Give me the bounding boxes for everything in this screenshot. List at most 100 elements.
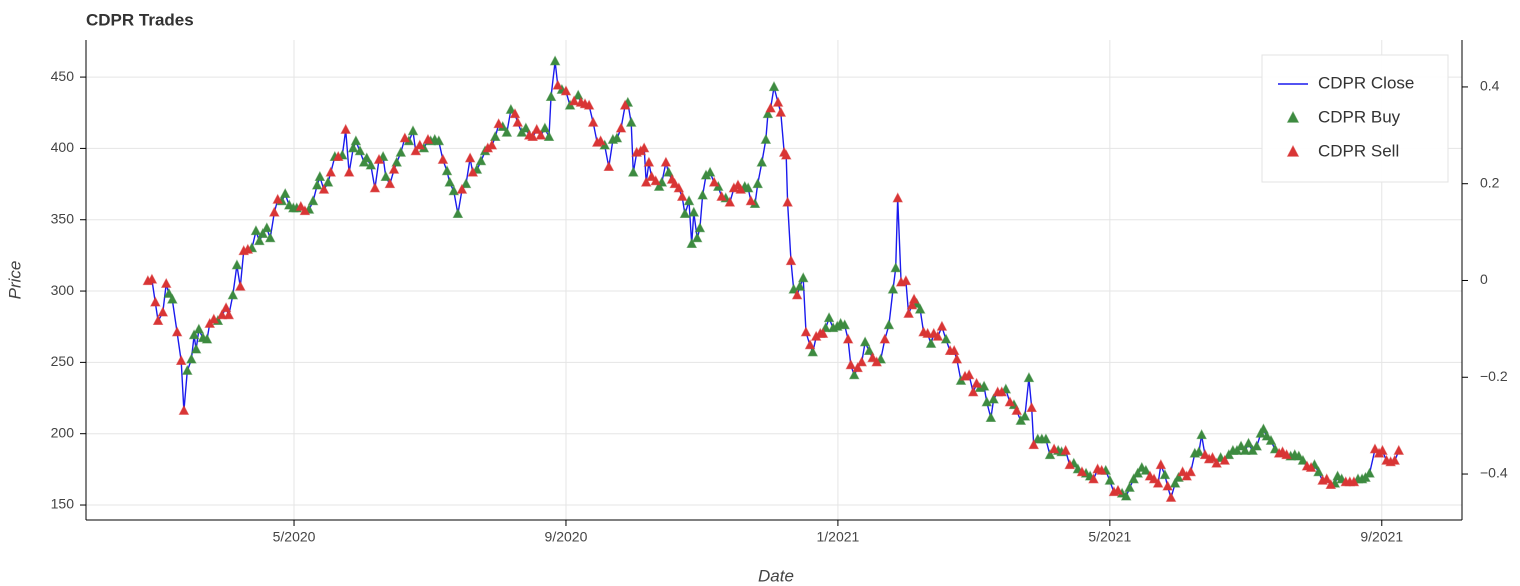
trade-marker	[365, 159, 377, 170]
trade-marker	[295, 200, 307, 211]
trade-marker	[611, 132, 623, 143]
trade-marker	[925, 337, 937, 348]
trade-marker	[1235, 440, 1247, 451]
trade-marker	[765, 102, 776, 113]
trade-marker	[552, 79, 564, 90]
trade-marker	[704, 166, 716, 177]
trade-marker	[967, 386, 979, 397]
trade-marker	[299, 205, 311, 216]
trade-marker	[780, 149, 792, 160]
trade-marker	[890, 262, 902, 273]
y-tick-label: 450	[51, 68, 75, 84]
trade-marker	[797, 272, 809, 283]
trade-marker	[742, 182, 754, 193]
trade-marker	[932, 330, 944, 341]
trade-marker	[1064, 459, 1076, 470]
trade-marker	[1258, 423, 1269, 434]
trade-marker	[1169, 477, 1181, 488]
trade-marker	[673, 182, 685, 193]
trade-marker	[800, 326, 812, 337]
trade-marker	[264, 232, 276, 243]
trade-marker	[190, 343, 202, 354]
trade-marker	[433, 135, 445, 146]
trade-marker	[906, 299, 918, 310]
trade-marker	[414, 139, 426, 150]
trade-marker	[1207, 451, 1218, 462]
trade-marker	[350, 135, 362, 146]
legend-label: CDPR Close	[1318, 73, 1414, 92]
trade-marker	[545, 90, 557, 102]
trade-marker	[676, 190, 688, 201]
trade-marker	[505, 103, 517, 114]
trade-marker	[568, 95, 580, 106]
trade-marker	[823, 312, 835, 323]
trade-marker	[981, 396, 993, 407]
trade-marker	[512, 116, 524, 127]
trade-marker	[1199, 449, 1211, 460]
trade-marker	[444, 176, 456, 187]
trade-marker	[691, 232, 703, 243]
trade-marker	[223, 309, 235, 320]
trade-marker	[848, 369, 860, 380]
trade-marker	[388, 163, 400, 174]
trade-marker	[688, 206, 700, 217]
trade-marker	[1393, 444, 1405, 455]
trade-marker	[697, 189, 708, 200]
trade-marker	[322, 176, 334, 187]
trade-marker	[1243, 437, 1254, 448]
trade-marker	[242, 243, 254, 254]
trade-marker	[971, 377, 982, 388]
trade-marker	[340, 123, 352, 134]
trade-marker	[311, 179, 323, 190]
trade-marker	[852, 362, 863, 373]
trade-marker	[234, 280, 246, 291]
trade-marker	[1096, 464, 1108, 475]
trade-marker	[1165, 491, 1177, 502]
trade-marker	[782, 196, 793, 207]
trade-marker	[845, 359, 857, 370]
trade-marker	[347, 142, 359, 153]
trade-marker	[794, 280, 806, 291]
trade-marker	[314, 170, 326, 181]
trade-marker	[1120, 490, 1132, 501]
trade-marker	[520, 122, 532, 133]
trade-marker	[871, 356, 882, 367]
y2-tick-label: 0	[1480, 271, 1488, 287]
trade-marker	[775, 106, 787, 117]
trade-marker	[595, 135, 606, 146]
trade-marker	[643, 156, 655, 167]
trade-marker	[817, 327, 829, 338]
trade-marker	[1325, 478, 1337, 490]
trade-marker	[948, 344, 960, 355]
trade-marker	[193, 323, 205, 334]
trade-marker	[257, 227, 269, 238]
x-tick-label: 9/2020	[545, 529, 588, 545]
x-axis-label: Date	[758, 566, 794, 585]
trade-marker	[587, 116, 599, 127]
trade-marker	[996, 386, 1008, 397]
trade-marker	[181, 364, 193, 375]
trade-marker	[615, 122, 627, 133]
y2-tick-label: 0.2	[1480, 174, 1500, 190]
trade-marker	[619, 99, 631, 110]
trade-marker	[745, 195, 757, 206]
y-tick-label: 400	[51, 139, 75, 155]
trade-marker	[1185, 466, 1197, 477]
trade-marker	[467, 166, 479, 177]
trade-marker	[1023, 371, 1035, 383]
trade-marker	[391, 156, 403, 167]
trade-marker	[1321, 473, 1333, 484]
trade-marker	[201, 333, 213, 344]
y-tick-label: 200	[51, 424, 75, 440]
trade-marker	[908, 293, 920, 304]
trade-marker	[663, 166, 674, 177]
trade-marker	[1377, 444, 1388, 455]
legend-glyph	[1286, 110, 1300, 123]
trade-marker	[867, 352, 878, 363]
trade-marker	[437, 153, 449, 164]
trade-marker	[501, 126, 513, 137]
trade-marker	[560, 85, 572, 96]
trade-marker	[1313, 466, 1324, 477]
trade-marker	[1088, 473, 1099, 484]
trade-marker	[716, 190, 727, 201]
